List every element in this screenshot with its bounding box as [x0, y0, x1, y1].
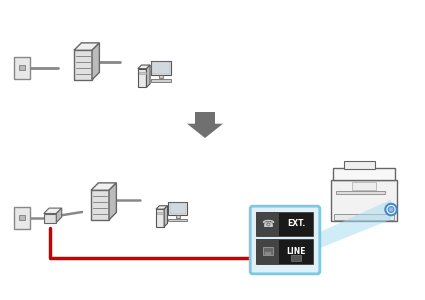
Bar: [139, 72, 146, 74]
Bar: [331, 180, 397, 221]
Bar: [151, 79, 171, 82]
Polygon shape: [91, 183, 116, 190]
Text: ☎: ☎: [261, 219, 274, 229]
Bar: [157, 212, 164, 214]
Polygon shape: [320, 200, 391, 248]
Bar: [91, 190, 109, 220]
Bar: [14, 57, 30, 79]
Bar: [336, 191, 385, 194]
Text: EXT.: EXT.: [287, 219, 305, 228]
Bar: [291, 255, 301, 261]
Bar: [263, 248, 272, 255]
Bar: [19, 215, 25, 220]
Bar: [159, 75, 163, 78]
Bar: [352, 182, 376, 190]
Bar: [152, 62, 170, 74]
Polygon shape: [44, 208, 62, 214]
Text: ⬛: ⬛: [266, 249, 269, 254]
Bar: [19, 65, 25, 70]
Bar: [138, 69, 147, 87]
Polygon shape: [147, 65, 150, 87]
Bar: [170, 203, 186, 214]
Polygon shape: [74, 43, 99, 50]
Bar: [151, 61, 171, 75]
Polygon shape: [109, 183, 116, 220]
Polygon shape: [164, 206, 167, 227]
Bar: [333, 168, 395, 180]
Polygon shape: [138, 65, 150, 69]
Polygon shape: [156, 206, 167, 209]
Bar: [168, 219, 187, 221]
Text: LINE: LINE: [286, 247, 306, 256]
FancyBboxPatch shape: [250, 206, 320, 274]
Polygon shape: [56, 208, 62, 223]
Bar: [176, 215, 180, 218]
Bar: [257, 212, 279, 236]
Circle shape: [385, 204, 397, 215]
Bar: [257, 239, 314, 264]
Bar: [168, 202, 187, 215]
Bar: [74, 50, 92, 80]
Bar: [334, 214, 394, 220]
Bar: [44, 214, 56, 223]
Bar: [257, 212, 314, 236]
Circle shape: [388, 207, 394, 212]
Polygon shape: [187, 112, 223, 138]
Bar: [14, 207, 30, 229]
Polygon shape: [92, 43, 99, 80]
Bar: [156, 209, 164, 227]
Bar: [265, 252, 271, 255]
Bar: [344, 161, 375, 169]
Bar: [257, 239, 279, 264]
